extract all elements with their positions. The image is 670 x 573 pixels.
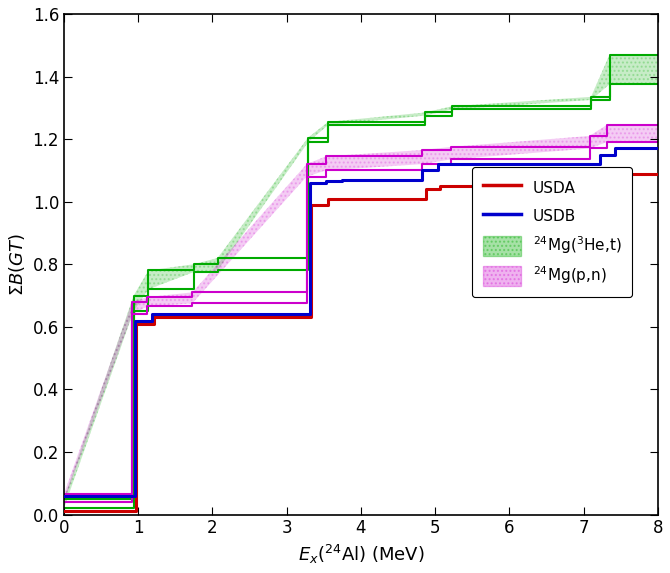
Y-axis label: $\Sigma B(GT)$: $\Sigma B(GT)$ xyxy=(7,233,27,296)
X-axis label: $E_x(^{24}$Al$)$ (MeV): $E_x(^{24}$Al$)$ (MeV) xyxy=(297,543,424,566)
Legend: USDA, USDB, $^{24}$Mg($^{3}$He,t), $^{24}$Mg(p,n): USDA, USDB, $^{24}$Mg($^{3}$He,t), $^{24… xyxy=(472,167,632,297)
